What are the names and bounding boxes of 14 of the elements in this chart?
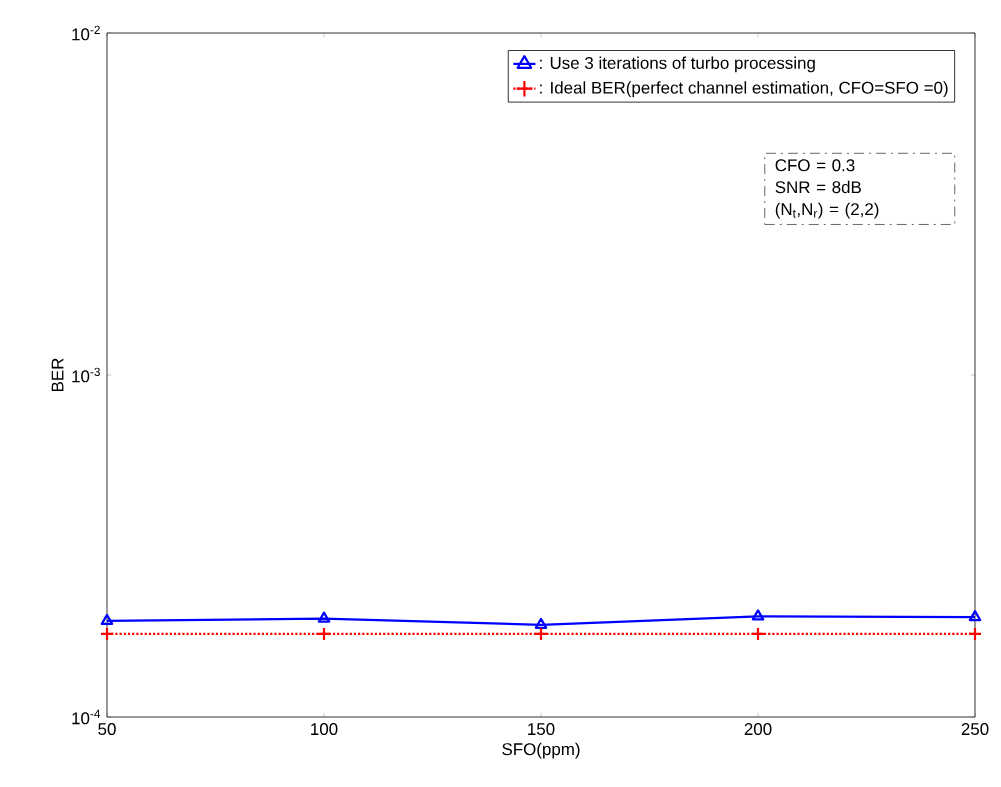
x-axis-title: SFO(ppm) xyxy=(502,742,580,759)
x-tick-label: 50 xyxy=(98,723,116,736)
x-tick-label: 100 xyxy=(311,723,338,736)
legend-label: : Ideal BER(perfect channel estimation, CFO=SFO =0) xyxy=(540,81,948,98)
y-axis-title: BER xyxy=(51,358,64,392)
y-tick-label: 10$^{-2}$ xyxy=(72,25,100,41)
x-tick-label: 150 xyxy=(528,723,555,736)
y-tick-label: 10$^{-3}$ xyxy=(72,367,100,383)
legend-label: : Use 3 iterations of turbo processing xyxy=(540,56,815,73)
annotation: (N$_{t}$,N$_{r}$) = (2,2) xyxy=(775,202,879,219)
annotation: CFO = 0.3 xyxy=(775,159,855,172)
annotation: SNR = 8dB xyxy=(775,180,861,194)
x-tick-label: 250 xyxy=(961,723,989,736)
x-tick-label: 200 xyxy=(744,723,772,736)
